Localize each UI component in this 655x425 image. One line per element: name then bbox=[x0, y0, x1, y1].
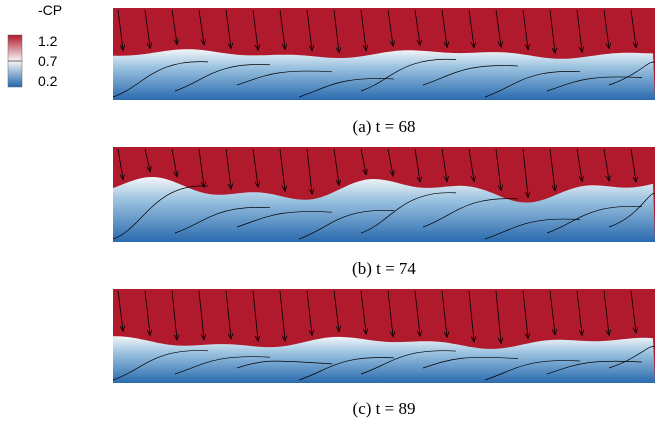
streamline bbox=[236, 70, 333, 86]
velocity-vector bbox=[387, 290, 393, 336]
velocity-vector bbox=[306, 290, 312, 335]
velocity-vector bbox=[333, 9, 339, 52]
velocity-vector bbox=[225, 9, 231, 48]
velocity-vector bbox=[603, 9, 609, 48]
velocity-vector bbox=[144, 290, 150, 335]
velocity-vector bbox=[468, 148, 474, 181]
velocity-vector bbox=[387, 148, 393, 175]
velocity-vector bbox=[225, 290, 231, 338]
velocity-vector bbox=[333, 148, 339, 185]
streamline bbox=[546, 205, 643, 234]
velocity-vector bbox=[441, 148, 447, 181]
velocity-vector bbox=[603, 290, 609, 335]
velocity-vector bbox=[441, 9, 447, 47]
streamline bbox=[608, 346, 655, 369]
velocity-vector bbox=[576, 148, 582, 181]
streamline bbox=[360, 192, 457, 234]
panel-caption: (a) t = 68 bbox=[353, 117, 416, 136]
streamline bbox=[112, 350, 209, 381]
velocity-vector bbox=[603, 148, 609, 180]
velocity-vector bbox=[198, 9, 204, 44]
streamline bbox=[360, 58, 457, 92]
velocity-vector bbox=[144, 148, 150, 171]
streamline bbox=[174, 64, 271, 92]
streamline bbox=[236, 211, 333, 228]
velocity-vector bbox=[441, 290, 447, 336]
streamline bbox=[236, 360, 333, 369]
velocity-vector bbox=[306, 9, 312, 50]
velocity-vector bbox=[630, 290, 636, 332]
velocity-vector bbox=[630, 9, 636, 47]
colorbar-title: -CP bbox=[38, 2, 62, 18]
velocity-vector bbox=[117, 9, 123, 50]
streamline bbox=[484, 71, 581, 98]
velocity-vector bbox=[576, 9, 582, 52]
velocity-vector bbox=[522, 290, 528, 338]
velocity-vector bbox=[468, 9, 474, 47]
velocity-vector bbox=[171, 290, 177, 339]
streamline bbox=[422, 198, 519, 228]
colorbar-tick: 0.2 bbox=[38, 73, 58, 89]
velocity-vector bbox=[522, 9, 528, 49]
velocity-vector bbox=[414, 9, 420, 45]
velocity-vector bbox=[279, 9, 285, 49]
colorbar-tick: 0.7 bbox=[38, 53, 58, 69]
streamline bbox=[422, 357, 519, 369]
streamline bbox=[174, 207, 271, 234]
velocity-vector bbox=[549, 9, 555, 52]
velocity-vector bbox=[468, 290, 474, 341]
panels: (a) t = 68 (b) t = 74 (c) t = 89 bbox=[112, 8, 655, 418]
streamline bbox=[360, 350, 457, 375]
velocity-vector bbox=[495, 9, 501, 46]
streamline bbox=[298, 357, 395, 381]
streamline bbox=[112, 61, 209, 98]
velocity-vector bbox=[171, 148, 177, 176]
velocity-vector bbox=[495, 148, 501, 190]
velocity-vector bbox=[630, 148, 636, 181]
velocity-vector bbox=[252, 9, 258, 49]
velocity-vector bbox=[279, 290, 285, 340]
velocity-vector bbox=[144, 9, 150, 48]
streamline bbox=[422, 65, 519, 86]
panel-caption: (c) t = 89 bbox=[353, 399, 416, 418]
velocity-vector bbox=[360, 9, 366, 50]
streamline bbox=[174, 356, 271, 375]
colorbar-tick: 1.2 bbox=[38, 33, 58, 49]
streamline bbox=[484, 218, 581, 240]
streamline bbox=[608, 61, 655, 86]
velocity-vector bbox=[171, 9, 177, 44]
velocity-vector bbox=[414, 148, 420, 181]
velocity-vector bbox=[549, 148, 555, 190]
velocity-vector bbox=[198, 290, 204, 339]
velocity-vector bbox=[306, 148, 312, 193]
velocity-vector bbox=[252, 290, 258, 340]
panel-caption: (b) t = 74 bbox=[352, 259, 416, 278]
velocity-vector bbox=[495, 290, 501, 343]
velocity-vector bbox=[414, 290, 420, 335]
velocity-vector bbox=[387, 9, 393, 45]
streamline bbox=[298, 209, 395, 240]
streamline bbox=[546, 360, 643, 375]
velocity-vector bbox=[549, 290, 555, 334]
velocity-vector bbox=[198, 148, 204, 187]
velocity-vector bbox=[117, 148, 123, 179]
velocity-vector bbox=[279, 148, 285, 191]
streamline bbox=[298, 78, 395, 98]
velocity-vector bbox=[360, 290, 366, 333]
lower-region bbox=[113, 336, 655, 383]
lower-region bbox=[113, 49, 655, 100]
streamline bbox=[484, 360, 581, 381]
velocity-vector bbox=[333, 290, 339, 331]
velocity-vector bbox=[576, 290, 582, 335]
velocity-vector bbox=[360, 148, 366, 174]
velocity-vector bbox=[252, 148, 258, 186]
velocity-vector bbox=[225, 148, 231, 188]
velocity-vector bbox=[522, 148, 528, 197]
streamline bbox=[112, 185, 209, 240]
streamline bbox=[608, 193, 655, 228]
velocity-vector bbox=[117, 290, 123, 330]
